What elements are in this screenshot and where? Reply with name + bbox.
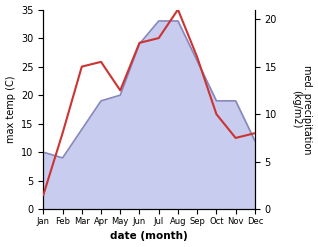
Y-axis label: med. precipitation
(kg/m2): med. precipitation (kg/m2) [291,65,313,154]
Y-axis label: max temp (C): max temp (C) [5,76,16,143]
X-axis label: date (month): date (month) [110,231,188,242]
